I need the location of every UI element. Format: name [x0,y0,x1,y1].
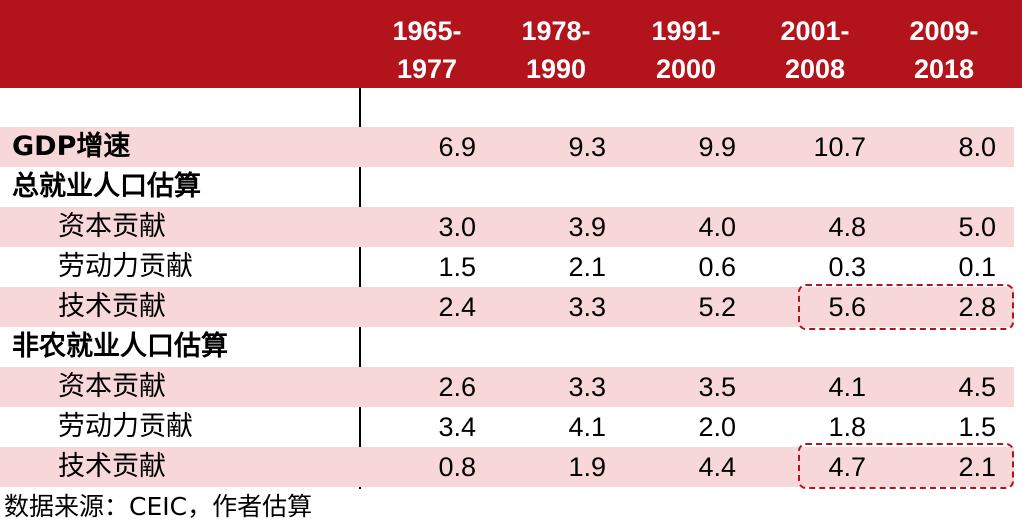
table-cell: 0.6 [698,252,736,282]
table-cell: 9.3 [568,132,606,162]
table-row-labor-contribution-nonfarm: 劳动力贡献 3.4 4.1 2.0 1.8 1.5 [0,407,1014,447]
section-label-total-employment: 总就业人口估算 [12,171,201,202]
row-label-labor-contribution: 劳动力贡献 [58,411,193,442]
table-cell: 2.0 [698,412,736,442]
table-cell: 4.1 [568,412,606,442]
table-section-nonfarm-employment: 非农就业人口估算 [0,327,1014,367]
table-cell: 5.0 [958,212,996,242]
table-cell: 3.3 [568,292,606,322]
table-row-capital-contribution-nonfarm: 资本贡献 2.6 3.3 3.5 4.1 4.5 [0,367,1014,407]
column-header-1965-1977: 1965- 1977 [392,16,462,84]
row-label-tech-contribution: 技术贡献 [58,291,166,322]
table-cell: 0.3 [828,252,866,282]
table-cell: 9.9 [698,132,736,162]
table-cell: 6.9 [438,132,476,162]
column-header-2001-2008: 2001- 2008 [780,16,850,84]
table-cell: 4.5 [958,372,996,402]
row-label-tech-contribution: 技术贡献 [58,451,166,482]
table-cell: 4.0 [698,212,736,242]
table-row-tech-contribution-total: 技术贡献 2.4 3.3 5.2 5.6 2.8 [0,287,1014,327]
table-cell: 4.1 [828,372,866,402]
row-label-labor-contribution: 劳动力贡献 [58,251,193,282]
table-cell: 3.3 [568,372,606,402]
table-cell: 5.6 [828,292,866,322]
table-cell: 1.5 [438,252,476,282]
column-header-1991-2000: 1991- 2000 [651,16,721,84]
row-label-capital-contribution: 资本贡献 [58,371,166,402]
source-footnote: 数据来源：CEIC，作者估算 [4,492,313,521]
table-cell: 2.1 [958,452,996,482]
table-cell: 3.9 [568,212,606,242]
table-cell: 2.6 [438,372,476,402]
section-label-nonfarm-employment: 非农就业人口估算 [12,331,228,362]
row-label-capital-contribution: 资本贡献 [58,211,166,242]
table-row-labor-contribution-total: 劳动力贡献 1.5 2.1 0.6 0.3 0.1 [0,247,1014,287]
column-header-2009-2018: 2009- 2018 [909,16,979,84]
table-cell: 3.0 [438,212,476,242]
table-cell: 0.1 [958,252,996,282]
table-cell: 2.1 [568,252,606,282]
table-cell: 2.8 [958,292,996,322]
table-section-total-employment: 总就业人口估算 [0,167,1014,207]
table-row-capital-contribution-total: 资本贡献 3.0 3.9 4.0 4.8 5.0 [0,207,1014,247]
table-cell: 4.8 [828,212,866,242]
table-cell: 10.7 [813,132,866,162]
table-cell: 2.4 [438,292,476,322]
table-cell: 3.4 [438,412,476,442]
row-label-gdp-growth: GDP增速 [12,131,131,162]
table-cell: 1.9 [568,452,606,482]
table-row-tech-contribution-nonfarm: 技术贡献 0.8 1.9 4.4 4.7 2.1 [0,447,1014,487]
table-cell: 8.0 [958,132,996,162]
table-cell: 5.2 [698,292,736,322]
table-cell: 1.5 [958,412,996,442]
table-row-gdp-growth: GDP增速 6.9 9.3 9.9 10.7 8.0 [0,127,1014,167]
table-cell: 3.5 [698,372,736,402]
column-header-1978-1990: 1978- 1990 [521,16,591,84]
table-header: 1965- 1977 1978- 1990 1991- 2000 2001- 2… [0,0,1022,88]
table-cell: 4.7 [828,452,866,482]
table-cell: 0.8 [438,452,476,482]
table-cell: 1.8 [828,412,866,442]
table-cell: 4.4 [698,452,736,482]
